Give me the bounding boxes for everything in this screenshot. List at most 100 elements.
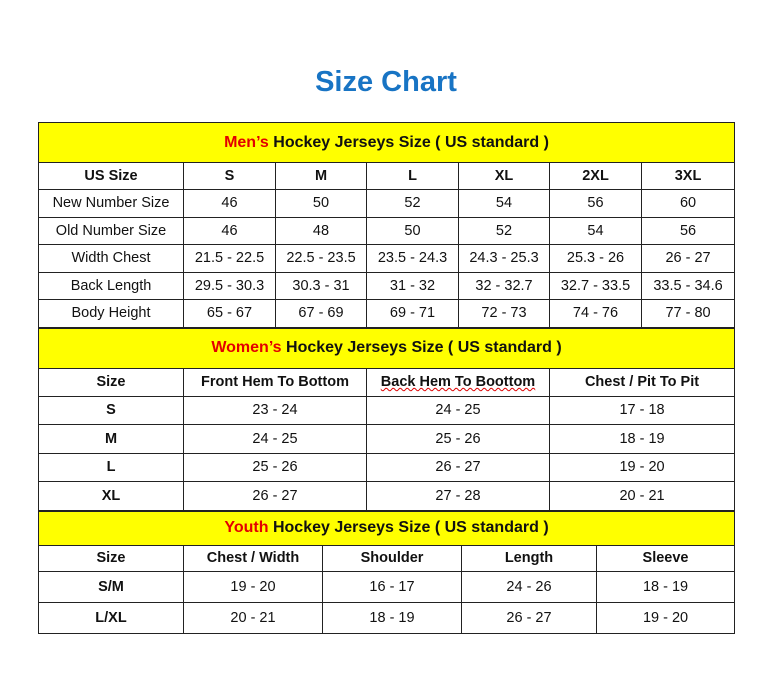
table-cell: 67 - 69 — [275, 299, 367, 328]
row-label: S — [38, 395, 184, 425]
column-header-label: M — [314, 168, 328, 184]
table-cell: 26 - 27 — [366, 452, 550, 482]
table-cell: 23 - 24 — [183, 395, 367, 425]
column-header-label: XL — [494, 168, 514, 184]
men-size-table: Men’s Hockey Jerseys Size ( US standard … — [37, 122, 736, 328]
table-cell: 25 - 26 — [366, 424, 550, 454]
column-header: Length — [461, 544, 597, 572]
row-label: Back Length — [38, 271, 184, 300]
row-label: S/M — [38, 570, 184, 603]
table-cell: 24.3 - 25.3 — [458, 244, 550, 273]
table-row: Old Number Size 46 48 50 52 54 56 — [38, 216, 736, 245]
row-label: XL — [38, 481, 184, 511]
table-cell: 18 - 19 — [322, 601, 462, 634]
women-section-heading: Women’s Hockey Jerseys Size ( US standar… — [37, 327, 736, 369]
table-cell: 26 - 27 — [640, 244, 736, 273]
women-body: S 23 - 24 24 - 25 17 - 18 M 24 - 25 25 - 26 18 … — [38, 395, 736, 511]
table-cell: 20 - 21 — [548, 481, 736, 511]
column-header-label: Shoulder — [360, 550, 424, 566]
row-label: Body Height — [38, 299, 184, 328]
table-row: M 24 - 25 25 - 26 18 - 19 — [38, 424, 736, 454]
column-header-label: 3XL — [674, 168, 702, 184]
table-row: L/XL 20 - 21 18 - 19 26 - 27 19 - 20 — [38, 601, 736, 634]
youth-heading-text: Hockey Jerseys Size ( US standard ) — [268, 519, 549, 536]
column-header-label: S — [224, 168, 235, 184]
table-cell: 50 — [366, 216, 459, 245]
row-label: L — [38, 452, 184, 482]
size-chart: Men’s Hockey Jerseys Size ( US standard … — [37, 122, 736, 634]
column-header: Back Hem To Boottom — [366, 367, 550, 397]
table-cell: 18 - 19 — [595, 570, 736, 603]
table-cell: 24 - 25 — [183, 424, 367, 454]
column-header-label: Sleeve — [642, 550, 689, 566]
table-row: S/M 19 - 20 16 - 17 24 - 26 18 - 19 — [38, 570, 736, 603]
youth-size-table: Youth Hockey Jerseys Size ( US standard … — [37, 510, 736, 634]
column-header: 3XL — [640, 162, 736, 190]
table-cell: 54 — [549, 216, 642, 245]
table-cell: 48 — [275, 216, 367, 245]
row-label: Old Number Size — [38, 216, 184, 245]
column-header-label: L — [408, 168, 417, 184]
table-cell: 23.5 - 24.3 — [366, 244, 459, 273]
table-cell: 65 - 67 — [183, 299, 276, 328]
table-cell: 24 - 26 — [461, 570, 597, 603]
column-header: M — [275, 162, 367, 190]
youth-heading-accent: Youth — [224, 519, 269, 536]
men-heading-accent: Men’s — [224, 133, 269, 151]
column-header: Shoulder — [322, 544, 462, 572]
table-cell: 19 - 20 — [183, 570, 323, 603]
women-size-table: Women’s Hockey Jerseys Size ( US standar… — [37, 327, 736, 511]
column-header: Chest / Pit To Pit — [548, 367, 736, 397]
table-cell: 56 — [549, 189, 642, 218]
column-header: Size — [38, 367, 184, 397]
table-cell: 69 - 71 — [366, 299, 459, 328]
column-header: L — [366, 162, 459, 190]
table-cell: 32.7 - 33.5 — [549, 271, 642, 300]
women-heading-accent: Women’s — [211, 339, 282, 356]
column-header-label: Back Hem To Boottom — [380, 374, 536, 390]
column-header-label: Size — [96, 550, 126, 566]
table-cell: 77 - 80 — [640, 299, 736, 328]
table-cell: 20 - 21 — [183, 601, 323, 634]
table-row: New Number Size 46 50 52 54 56 60 — [38, 189, 736, 218]
women-header-row: Size Front Hem To Bottom Back Hem To Boott… — [38, 367, 736, 397]
women-heading-text: Hockey Jerseys Size ( US standard ) — [281, 339, 562, 356]
table-cell: 30.3 - 31 — [275, 271, 367, 300]
table-cell: 19 - 20 — [548, 452, 736, 482]
table-cell: 25 - 26 — [183, 452, 367, 482]
row-label: M — [38, 424, 184, 454]
men-body: New Number Size 46 50 52 54 56 60 Old Number Si… — [38, 189, 736, 328]
table-cell: 33.5 - 34.6 — [640, 271, 736, 300]
youth-body: S/M 19 - 20 16 - 17 24 - 26 18 - 19 L/XL 20 - … — [38, 570, 736, 634]
row-label: L/XL — [38, 601, 184, 634]
table-row: S 23 - 24 24 - 25 17 - 18 — [38, 395, 736, 425]
column-header-label: Size — [96, 374, 126, 390]
column-header: 2XL — [549, 162, 642, 190]
table-cell: 17 - 18 — [548, 395, 736, 425]
table-cell: 52 — [458, 216, 550, 245]
table-cell: 29.5 - 30.3 — [183, 271, 276, 300]
men-heading-text: Hockey Jerseys Size ( US standard ) — [268, 133, 549, 151]
table-cell: 19 - 20 — [595, 601, 736, 634]
table-row: Back Length 29.5 - 30.3 30.3 - 31 31 - 32 32… — [38, 271, 736, 300]
table-cell: 26 - 27 — [183, 481, 367, 511]
table-row: XL 26 - 27 27 - 28 20 - 21 — [38, 481, 736, 511]
table-cell: 32 - 32.7 — [458, 271, 550, 300]
table-cell: 26 - 27 — [461, 601, 597, 634]
table-cell: 46 — [183, 216, 276, 245]
youth-section-heading: Youth Hockey Jerseys Size ( US standard … — [37, 510, 736, 546]
table-cell: 56 — [640, 216, 736, 245]
table-row: L 25 - 26 26 - 27 19 - 20 — [38, 452, 736, 482]
column-header-label: Length — [504, 550, 554, 566]
men-header-row: US Size S M L XL 2XL 3XL — [38, 162, 736, 190]
column-header-label: Chest / Width — [206, 550, 300, 566]
column-header: Sleeve — [595, 544, 736, 572]
table-cell: 74 - 76 — [549, 299, 642, 328]
column-header: S — [183, 162, 276, 190]
column-header: Size — [38, 544, 184, 572]
table-cell: 31 - 32 — [366, 271, 459, 300]
column-header: Front Hem To Bottom — [183, 367, 367, 397]
table-cell: 52 — [366, 189, 459, 218]
youth-header-row: Size Chest / Width Shoulder Length Sleeve — [38, 544, 736, 572]
table-cell: 54 — [458, 189, 550, 218]
